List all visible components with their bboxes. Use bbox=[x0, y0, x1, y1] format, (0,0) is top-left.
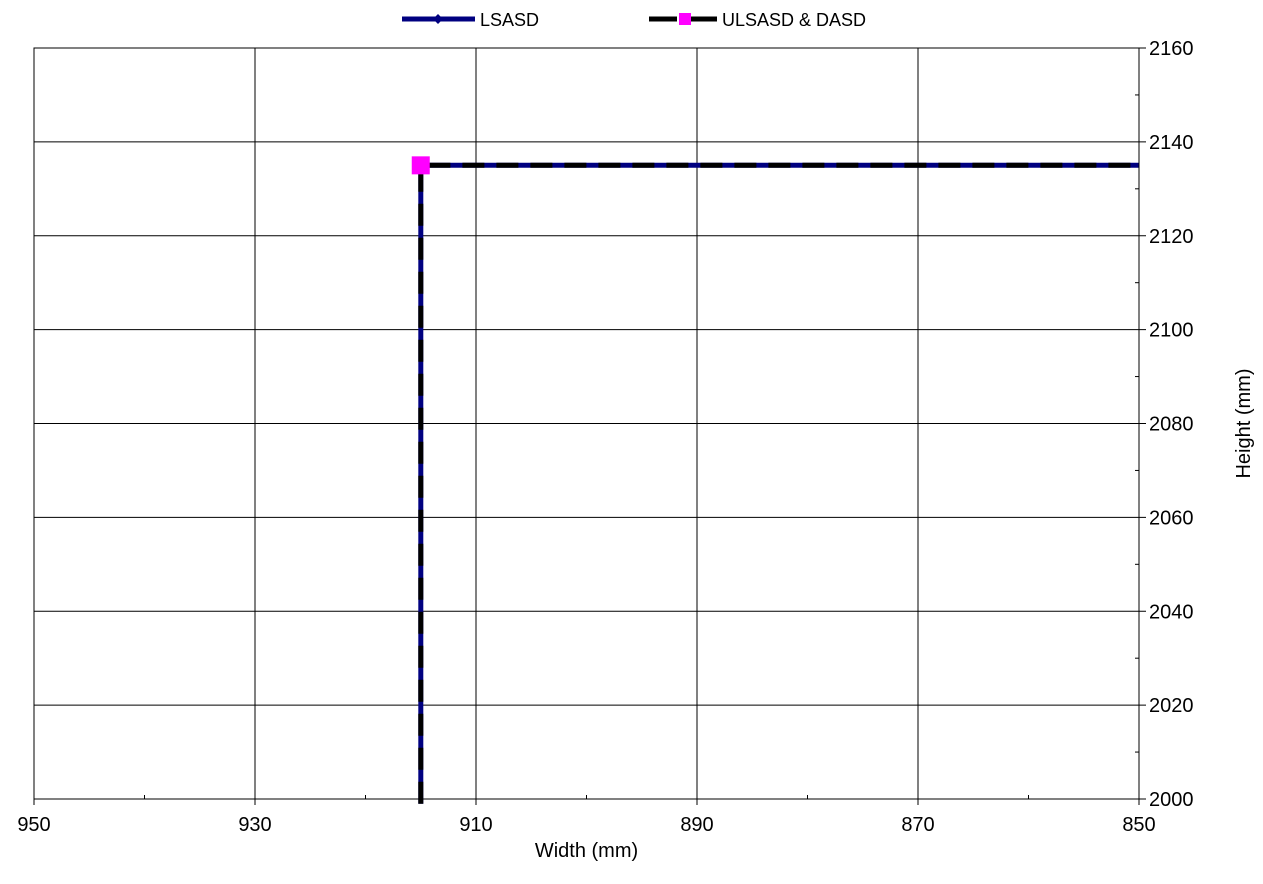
series-marker-ulsasd-dasd bbox=[411, 156, 430, 175]
y-tick-label: 2000 bbox=[1149, 789, 1194, 811]
x-tick-label: 890 bbox=[680, 814, 713, 836]
series-group bbox=[411, 156, 1139, 804]
legend-label-ulsasd-dasd: ULSASD & DASD bbox=[722, 10, 866, 30]
y-tick-label: 2160 bbox=[1149, 38, 1194, 60]
plot-border bbox=[33, 47, 1140, 800]
legend-marker-lsasd bbox=[433, 14, 443, 24]
y-tick-label: 2100 bbox=[1149, 320, 1194, 342]
y-tick-label: 2040 bbox=[1149, 601, 1194, 623]
axis-ticks bbox=[33, 47, 1146, 805]
x-tick-label: 870 bbox=[901, 814, 934, 836]
y-tick-label: 2020 bbox=[1149, 695, 1194, 717]
x-tick-label: 930 bbox=[238, 814, 271, 836]
legend: LSASD ULSASD & DASD bbox=[402, 10, 866, 30]
x-tick-label: 850 bbox=[1122, 814, 1155, 836]
x-axis-title: Width (mm) bbox=[535, 840, 638, 862]
y-tick-label: 2080 bbox=[1149, 414, 1194, 436]
legend-label-lsasd: LSASD bbox=[480, 10, 539, 30]
x-tick-label: 950 bbox=[17, 814, 50, 836]
x-tick-label: 910 bbox=[459, 814, 492, 836]
tick-labels: 950 930 910 890 870 850 2000 2020 2040 2060 2080 21… bbox=[17, 38, 1193, 836]
y-tick-label: 2060 bbox=[1149, 507, 1194, 529]
y-tick-label: 2120 bbox=[1149, 226, 1194, 248]
y-tick-label: 2140 bbox=[1149, 132, 1194, 154]
legend-marker-ulsasd-dasd bbox=[679, 13, 691, 25]
series-line-ulsasd-dasd bbox=[418, 162, 1139, 804]
y-axis-title: Height (mm) bbox=[1233, 368, 1255, 478]
